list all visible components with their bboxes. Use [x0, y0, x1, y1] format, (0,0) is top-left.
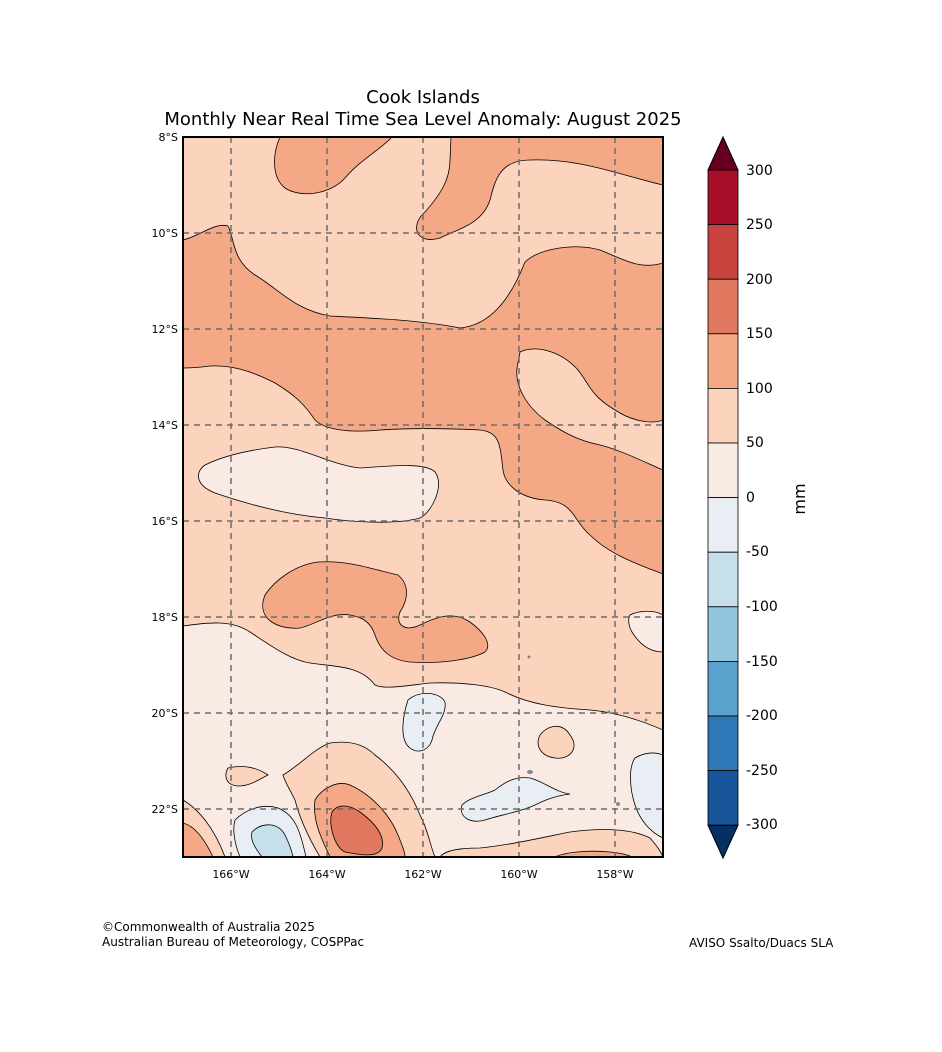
colorbar-segment: [707, 606, 739, 662]
map-title: Cook Islands: [366, 87, 480, 108]
map-gridlines: [183, 137, 663, 857]
colorbar-tick-label: -100: [746, 599, 778, 615]
lat-tick-label: 14°S: [152, 419, 178, 432]
map-frame: [182, 136, 664, 858]
lat-tick-label: 10°S: [152, 227, 178, 240]
anomaly-100-150-region: [183, 224, 663, 575]
anomaly-50-100-region: [439, 829, 663, 857]
lon-tick-label: 162°W: [404, 868, 441, 881]
contour-fields: [183, 137, 663, 857]
lon-tick-label: 164°W: [308, 868, 345, 881]
lon-tick-label: 158°W: [596, 868, 633, 881]
anomaly-neg50-0-region: [630, 752, 663, 839]
copyright-text: ©Commonwealth of Australia 2025: [102, 920, 315, 934]
lat-tick-label: 20°S: [152, 707, 178, 720]
colorbar-segment: [707, 551, 739, 608]
anomaly-neg50-0-region: [402, 693, 446, 752]
anomaly-0-50-region: [628, 610, 663, 653]
colorbar-unit-label: mm: [790, 483, 809, 514]
data-source-credit: AVISO Ssalto/Duacs SLA: [689, 936, 834, 950]
island-marker: [616, 802, 620, 806]
colorbar-tick-label: -300: [746, 817, 778, 833]
lat-tick-label: 16°S: [152, 515, 178, 528]
anomaly-neg50-0-region: [460, 777, 571, 822]
colorbar-tick-label: 0: [746, 490, 755, 506]
colorbar-segment: [707, 387, 739, 444]
colorbar-tick-label: -150: [746, 654, 778, 670]
anomaly-150-200-region: [330, 805, 383, 856]
island-marker: [527, 655, 531, 659]
colorbar-tick-label: 250: [746, 217, 773, 233]
anomaly-100-150-region: [262, 561, 489, 663]
colorbar-segment: [707, 278, 739, 335]
colorbar-tick-label: -250: [746, 763, 778, 779]
lat-tick-label: 12°S: [152, 323, 178, 336]
latitude-labels: 8°S 10°S 12°S 14°S 16°S 18°S 20°S 22°S: [152, 131, 178, 816]
colorbar-extend-max: [707, 135, 739, 171]
anomaly-neg100-neg50-region: [251, 824, 294, 857]
anomaly-100-150-region: [183, 822, 214, 857]
map-subtitle: Monthly Near Real Time Sea Level Anomaly…: [164, 109, 682, 130]
anomaly-100-150-region: [554, 850, 633, 857]
lat-tick-label: 8°S: [159, 131, 178, 144]
anomaly-50-100-region: [225, 766, 269, 787]
anomaly-100-150-region: [274, 137, 393, 195]
colorbar-tick-label: -200: [746, 708, 778, 724]
colorbar-extend-min: [707, 824, 739, 860]
colorbar-segment: [707, 770, 739, 826]
island-marker: [607, 710, 611, 714]
anomaly-50-100-region: [537, 725, 575, 759]
colorbar-tick-label: 150: [746, 326, 773, 342]
lat-tick-label: 22°S: [152, 803, 178, 816]
lat-tick-label: 18°S: [152, 611, 178, 624]
colorbar-tick-label: 300: [746, 163, 773, 179]
colorbar-segment: [707, 661, 739, 717]
bureau-credit: Australian Bureau of Meteorology, COSPPa…: [102, 935, 365, 949]
colorbar-segment: [707, 715, 739, 771]
colorbar-segment: [707, 442, 739, 498]
anomaly-0-50-region: [198, 446, 439, 523]
anomaly-100-150-region: [416, 137, 663, 240]
island-marker: [644, 718, 648, 722]
colorbar: [707, 135, 739, 860]
island-marker: [527, 770, 533, 774]
colorbar-segment: [707, 333, 739, 389]
colorbar-tick-label: 200: [746, 272, 773, 288]
colorbar-segment: [707, 169, 739, 225]
colorbar-segment: [707, 497, 739, 553]
colorbar-segment: [707, 224, 739, 280]
lon-tick-label: 166°W: [212, 868, 249, 881]
colorbar-tick-label: -50: [746, 544, 769, 560]
colorbar-tick-label: 50: [746, 435, 764, 451]
colorbar-tick-labels: 300 250 200 150 100 50 0 -50 -100 -150 -…: [746, 163, 778, 833]
colorbar-tick-label: 100: [746, 381, 773, 397]
lon-tick-label: 160°W: [500, 868, 537, 881]
longitude-labels: 166°W 164°W 162°W 160°W 158°W: [212, 868, 633, 881]
